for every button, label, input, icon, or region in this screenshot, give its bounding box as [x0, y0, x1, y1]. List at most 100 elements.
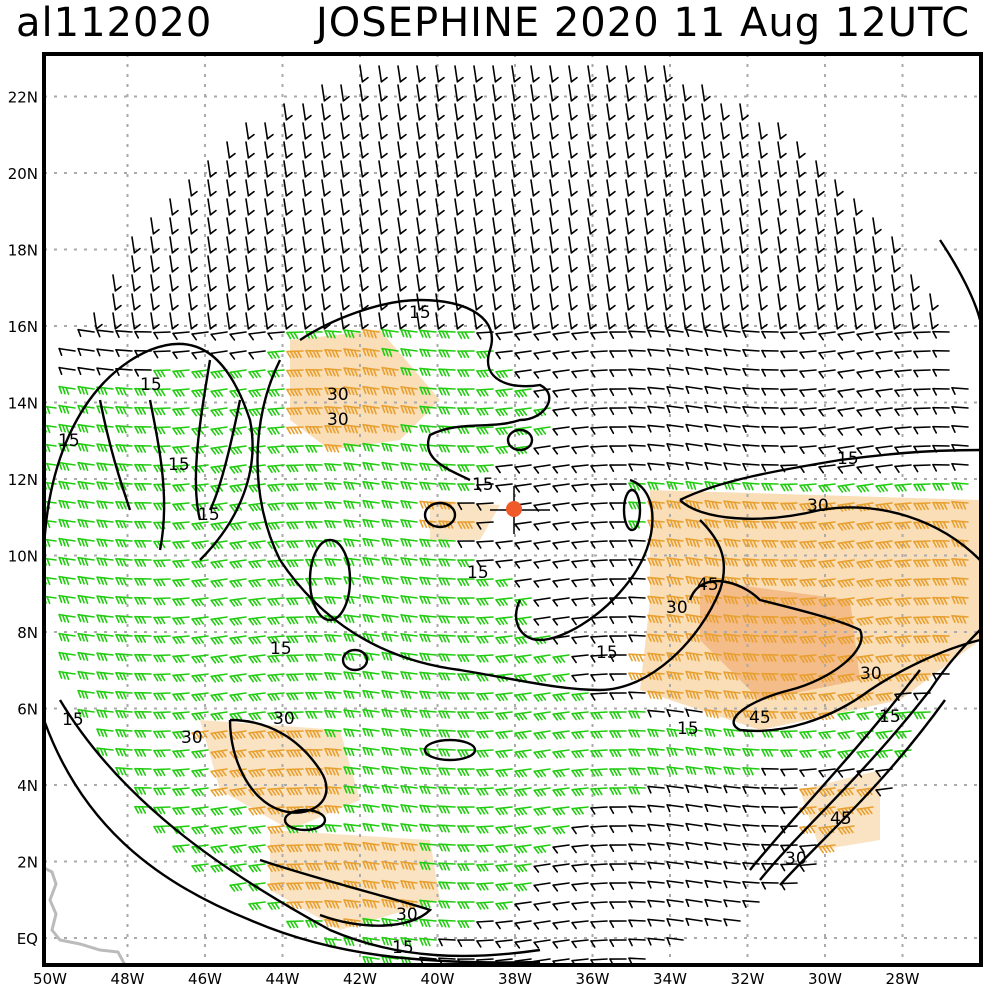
wind-barb — [191, 730, 209, 740]
wind-barb — [416, 122, 426, 140]
contour-45-east — [688, 579, 981, 733]
wind-barb — [571, 635, 589, 645]
wind-barb — [723, 538, 741, 548]
wind-barb — [628, 672, 646, 681]
wind-barb — [872, 312, 882, 330]
wind-barb — [853, 198, 863, 216]
wind-barb — [818, 331, 836, 341]
storm-id: al112020 — [16, 0, 213, 46]
wind-barb — [172, 540, 190, 550]
wind-barb — [419, 671, 437, 681]
wind-barb — [552, 806, 570, 816]
wind-barb — [723, 405, 741, 414]
wind-barb — [473, 65, 483, 83]
wind-barb — [226, 255, 236, 273]
wind-barb — [511, 84, 521, 102]
wind-barb — [796, 217, 806, 235]
wind-barb — [758, 217, 768, 235]
wind-barb — [568, 103, 578, 121]
wind-barb — [609, 616, 627, 625]
wind-barb — [951, 425, 969, 434]
wind-barb — [609, 388, 627, 397]
wind-barb — [381, 765, 399, 776]
wind-barb — [286, 540, 304, 549]
wind-barb — [913, 540, 931, 549]
wind-barb — [590, 559, 608, 568]
wind-barb — [932, 520, 950, 529]
wind-barb — [628, 881, 646, 890]
wind-barb — [191, 692, 209, 702]
wind-barb — [856, 578, 874, 588]
wind-barb — [951, 596, 969, 605]
wind-barb — [777, 312, 787, 330]
wind-barb — [115, 748, 133, 757]
wind-barb — [378, 255, 388, 273]
wind-barb — [552, 483, 570, 493]
wind-barb — [131, 312, 141, 330]
wind-barb — [416, 255, 426, 273]
wind-barb — [704, 917, 722, 927]
wind-barb — [837, 711, 855, 721]
contour-15-inner-east — [514, 478, 654, 642]
wind-barb — [913, 350, 931, 359]
wind-barb — [514, 806, 532, 816]
wind-barb — [723, 614, 741, 624]
wind-barb — [780, 616, 798, 625]
wind-barb — [305, 368, 323, 377]
wind-barb — [58, 575, 76, 586]
wind-barb — [856, 597, 874, 607]
wind-barb — [134, 520, 152, 529]
wind-barb — [495, 749, 513, 759]
wind-barb — [913, 407, 931, 416]
wind-barb — [625, 312, 635, 330]
wind-barb — [799, 730, 817, 740]
wind-barb — [837, 597, 855, 607]
wind-barb — [286, 597, 304, 606]
wind-barb — [172, 388, 190, 398]
wind-barb — [666, 766, 684, 776]
wind-barb — [457, 540, 475, 549]
wind-barb — [381, 784, 399, 795]
wind-barb — [514, 616, 532, 626]
wind-barb — [305, 482, 323, 491]
wind-barb — [739, 293, 749, 311]
wind-barb — [742, 880, 760, 889]
wind-barb — [77, 518, 95, 529]
wind-barb — [324, 899, 342, 909]
wind-barb — [815, 255, 825, 273]
wind-barb — [302, 293, 312, 311]
wind-barb — [514, 559, 532, 569]
wind-barb — [438, 558, 456, 567]
wind-barb — [723, 348, 741, 357]
wind-barb — [473, 236, 483, 254]
wind-barb — [533, 711, 551, 721]
wind-barb — [302, 122, 312, 140]
wind-barb — [777, 293, 787, 311]
wind-barb — [473, 293, 483, 311]
wind-barb — [419, 367, 437, 377]
wind-barb — [340, 179, 350, 197]
wind-barb — [343, 804, 361, 814]
wind-barb — [248, 559, 266, 569]
wind-barb — [419, 880, 437, 890]
wind-barb — [245, 236, 255, 254]
wind-barb — [438, 539, 456, 548]
wind-barb — [324, 747, 342, 757]
contour-lane-3 — [749, 669, 921, 871]
wind-barb — [381, 347, 399, 358]
contour-lane-2 — [779, 699, 946, 886]
wind-barb — [438, 615, 456, 624]
wind-barb — [761, 805, 779, 814]
wind-barb — [875, 407, 893, 417]
wind-barb — [226, 141, 236, 159]
wind-barb — [77, 613, 95, 624]
wind-barb — [818, 578, 836, 588]
wind-barb — [283, 103, 293, 121]
wind-barb — [115, 330, 133, 339]
wind-barb — [362, 784, 380, 795]
wind-barb — [419, 386, 437, 396]
wind-barb — [172, 331, 190, 341]
wind-barb — [435, 217, 445, 235]
wind-barb — [419, 633, 437, 643]
